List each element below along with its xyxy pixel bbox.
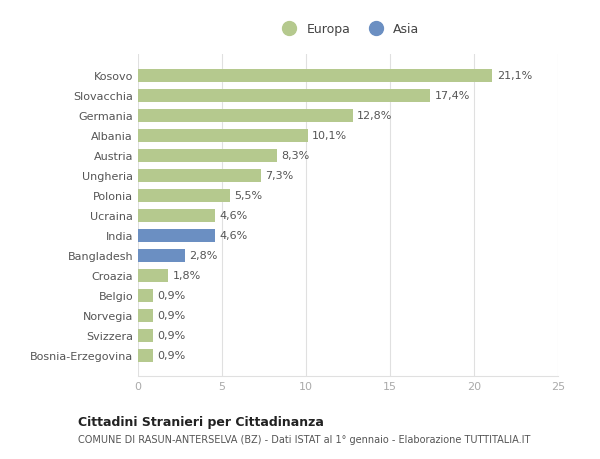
Text: 8,3%: 8,3% [281,151,310,161]
Bar [138,129,308,142]
Text: 7,3%: 7,3% [265,171,293,181]
Text: 0,9%: 0,9% [157,291,185,301]
Bar [138,189,230,202]
Text: 2,8%: 2,8% [189,251,218,261]
Text: Cittadini Stranieri per Cittadinanza: Cittadini Stranieri per Cittadinanza [78,415,324,428]
Bar [138,309,153,322]
Bar [138,70,493,83]
Text: 5,5%: 5,5% [235,191,263,201]
Bar [138,349,153,362]
Text: 10,1%: 10,1% [312,131,347,141]
Bar [138,249,185,262]
Text: 4,6%: 4,6% [220,211,248,221]
Text: 12,8%: 12,8% [357,111,392,121]
Text: 0,9%: 0,9% [157,350,185,360]
Text: 17,4%: 17,4% [434,91,470,101]
Bar [138,289,153,302]
Bar [138,150,277,162]
Bar [138,110,353,123]
Text: 4,6%: 4,6% [220,231,248,241]
Text: 0,9%: 0,9% [157,330,185,340]
Bar [138,169,260,182]
Text: 21,1%: 21,1% [497,71,532,81]
Text: COMUNE DI RASUN-ANTERSELVA (BZ) - Dati ISTAT al 1° gennaio - Elaborazione TUTTIT: COMUNE DI RASUN-ANTERSELVA (BZ) - Dati I… [78,434,530,444]
Bar [138,209,215,222]
Bar [138,229,215,242]
Bar [138,269,168,282]
Bar [138,329,153,342]
Text: 0,9%: 0,9% [157,310,185,320]
Bar [138,90,430,102]
Text: 1,8%: 1,8% [172,270,200,280]
Legend: Europa, Asia: Europa, Asia [273,20,423,40]
